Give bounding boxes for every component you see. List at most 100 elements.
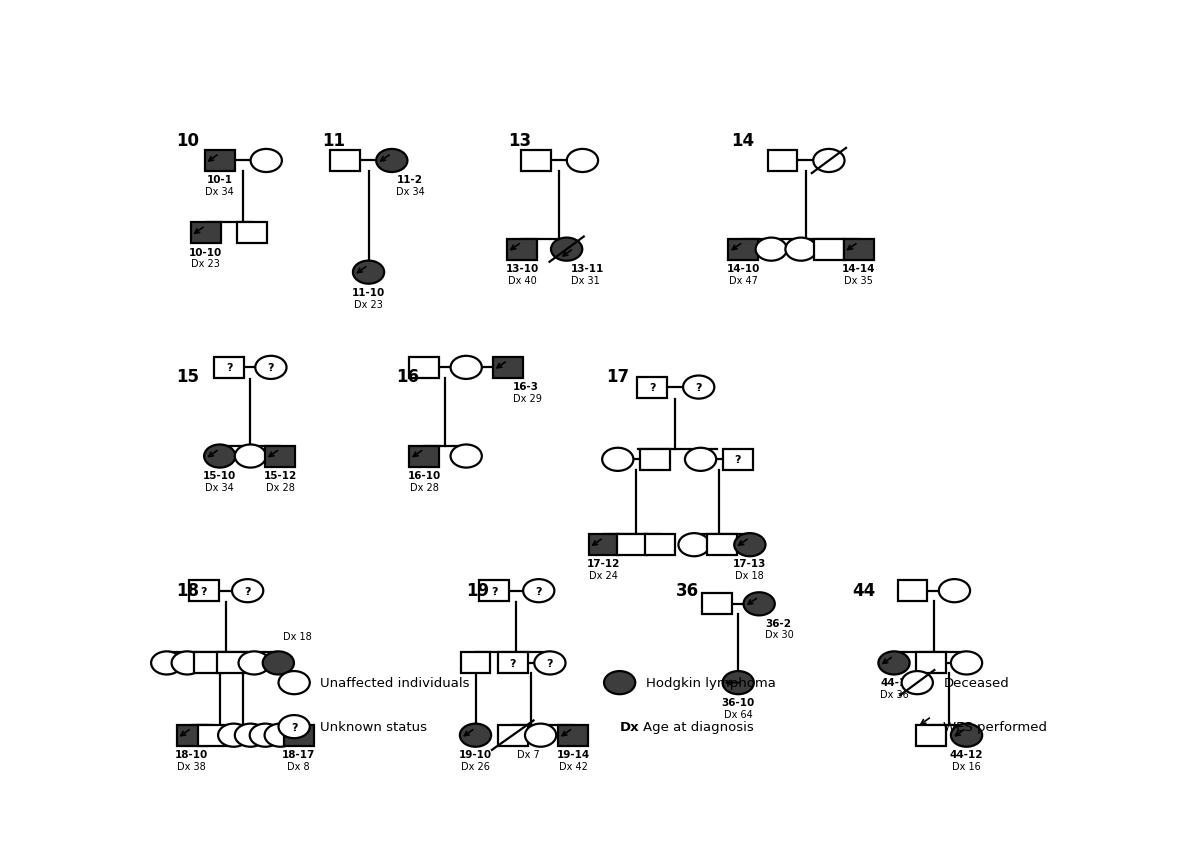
Text: ?: ? — [649, 383, 655, 393]
Ellipse shape — [278, 671, 310, 694]
Ellipse shape — [523, 579, 554, 602]
Ellipse shape — [239, 652, 270, 675]
Text: 36: 36 — [676, 581, 698, 599]
Bar — [479, 580, 509, 602]
Text: Dx 29: Dx 29 — [512, 394, 541, 404]
Ellipse shape — [353, 262, 384, 285]
Text: Dx 8: Dx 8 — [288, 761, 310, 771]
Bar — [265, 446, 295, 467]
Text: ?: ? — [734, 455, 742, 465]
Text: 11-2: 11-2 — [396, 175, 422, 185]
Text: Dx 36: Dx 36 — [880, 688, 908, 699]
Ellipse shape — [566, 150, 598, 173]
Text: ?: ? — [245, 586, 251, 596]
Ellipse shape — [256, 356, 287, 379]
Text: 11-10: 11-10 — [352, 288, 385, 297]
Text: 15: 15 — [176, 368, 199, 386]
Ellipse shape — [235, 445, 266, 468]
Bar — [217, 653, 247, 674]
Text: 44: 44 — [852, 581, 876, 599]
Bar — [722, 449, 752, 470]
Text: 16-3: 16-3 — [512, 382, 539, 392]
Text: Dx 24: Dx 24 — [589, 571, 618, 581]
Text: Dx 7: Dx 7 — [517, 749, 540, 759]
Bar — [917, 653, 946, 674]
Text: 18-17: 18-17 — [282, 749, 316, 759]
Text: Dx: Dx — [619, 720, 640, 734]
Text: Dx 64: Dx 64 — [724, 710, 752, 719]
Bar — [330, 151, 360, 172]
Bar — [284, 725, 313, 746]
Bar — [589, 534, 619, 556]
Ellipse shape — [950, 723, 982, 747]
Bar — [702, 594, 732, 614]
Ellipse shape — [264, 723, 296, 747]
Text: 19-14: 19-14 — [557, 749, 589, 759]
Text: Age at diagnosis: Age at diagnosis — [643, 720, 754, 734]
Text: 16-10: 16-10 — [408, 470, 440, 481]
Text: Dx 30: Dx 30 — [766, 630, 794, 640]
Bar — [898, 580, 928, 602]
Text: Dx 34: Dx 34 — [396, 187, 425, 197]
Text: Dx 26: Dx 26 — [461, 761, 490, 771]
Bar — [193, 653, 223, 674]
Ellipse shape — [551, 239, 582, 262]
Text: 14-14: 14-14 — [842, 263, 876, 273]
Text: Unaffected individuals: Unaffected individuals — [320, 676, 469, 689]
Text: Dx 47: Dx 47 — [728, 275, 757, 285]
Text: 15-12: 15-12 — [264, 470, 296, 481]
Ellipse shape — [204, 445, 235, 468]
Text: Dx 23: Dx 23 — [354, 299, 383, 309]
Bar — [508, 239, 536, 261]
Ellipse shape — [734, 533, 766, 556]
Text: Dx 28: Dx 28 — [265, 482, 295, 492]
Text: Dx 35: Dx 35 — [845, 275, 874, 285]
Ellipse shape — [678, 533, 709, 556]
Ellipse shape — [722, 671, 754, 694]
Text: 18-10: 18-10 — [175, 749, 209, 759]
Bar — [640, 449, 670, 470]
Ellipse shape — [950, 652, 982, 675]
Bar — [205, 151, 235, 172]
Ellipse shape — [218, 723, 250, 747]
Text: 17: 17 — [606, 368, 629, 386]
Text: ?: ? — [696, 383, 702, 393]
Ellipse shape — [524, 723, 557, 747]
Bar — [190, 580, 218, 602]
Text: ?: ? — [290, 722, 298, 732]
Bar — [617, 534, 647, 556]
Text: ?: ? — [535, 586, 542, 596]
Text: ?: ? — [268, 363, 274, 373]
Text: ?: ? — [547, 658, 553, 668]
Bar — [498, 725, 528, 746]
Text: 19-10: 19-10 — [458, 749, 492, 759]
Text: 17-12: 17-12 — [587, 559, 620, 569]
Ellipse shape — [901, 671, 932, 694]
Text: 36-2: 36-2 — [766, 618, 791, 628]
Ellipse shape — [604, 671, 635, 694]
Ellipse shape — [744, 592, 775, 616]
Text: 13: 13 — [508, 132, 532, 150]
Ellipse shape — [602, 448, 634, 471]
Text: ?: ? — [510, 658, 516, 668]
Ellipse shape — [235, 723, 266, 747]
Text: Deceased: Deceased — [943, 676, 1009, 689]
Text: ?: ? — [226, 363, 233, 373]
Bar — [198, 725, 228, 746]
Ellipse shape — [683, 376, 714, 400]
Text: WES performed: WES performed — [943, 720, 1048, 734]
Bar — [176, 725, 206, 746]
Text: 10-10: 10-10 — [190, 247, 222, 257]
Text: Dx 18: Dx 18 — [283, 630, 312, 641]
Ellipse shape — [278, 715, 310, 739]
Ellipse shape — [685, 448, 716, 471]
Text: 17-13: 17-13 — [733, 559, 767, 569]
Bar — [728, 239, 758, 261]
Text: Dx 28: Dx 28 — [410, 482, 439, 492]
Ellipse shape — [785, 239, 817, 262]
Text: Dx 16: Dx 16 — [952, 761, 980, 771]
Text: Dx 42: Dx 42 — [559, 761, 588, 771]
Text: Unknown status: Unknown status — [320, 720, 427, 734]
Bar — [191, 223, 221, 244]
Bar — [214, 358, 244, 378]
